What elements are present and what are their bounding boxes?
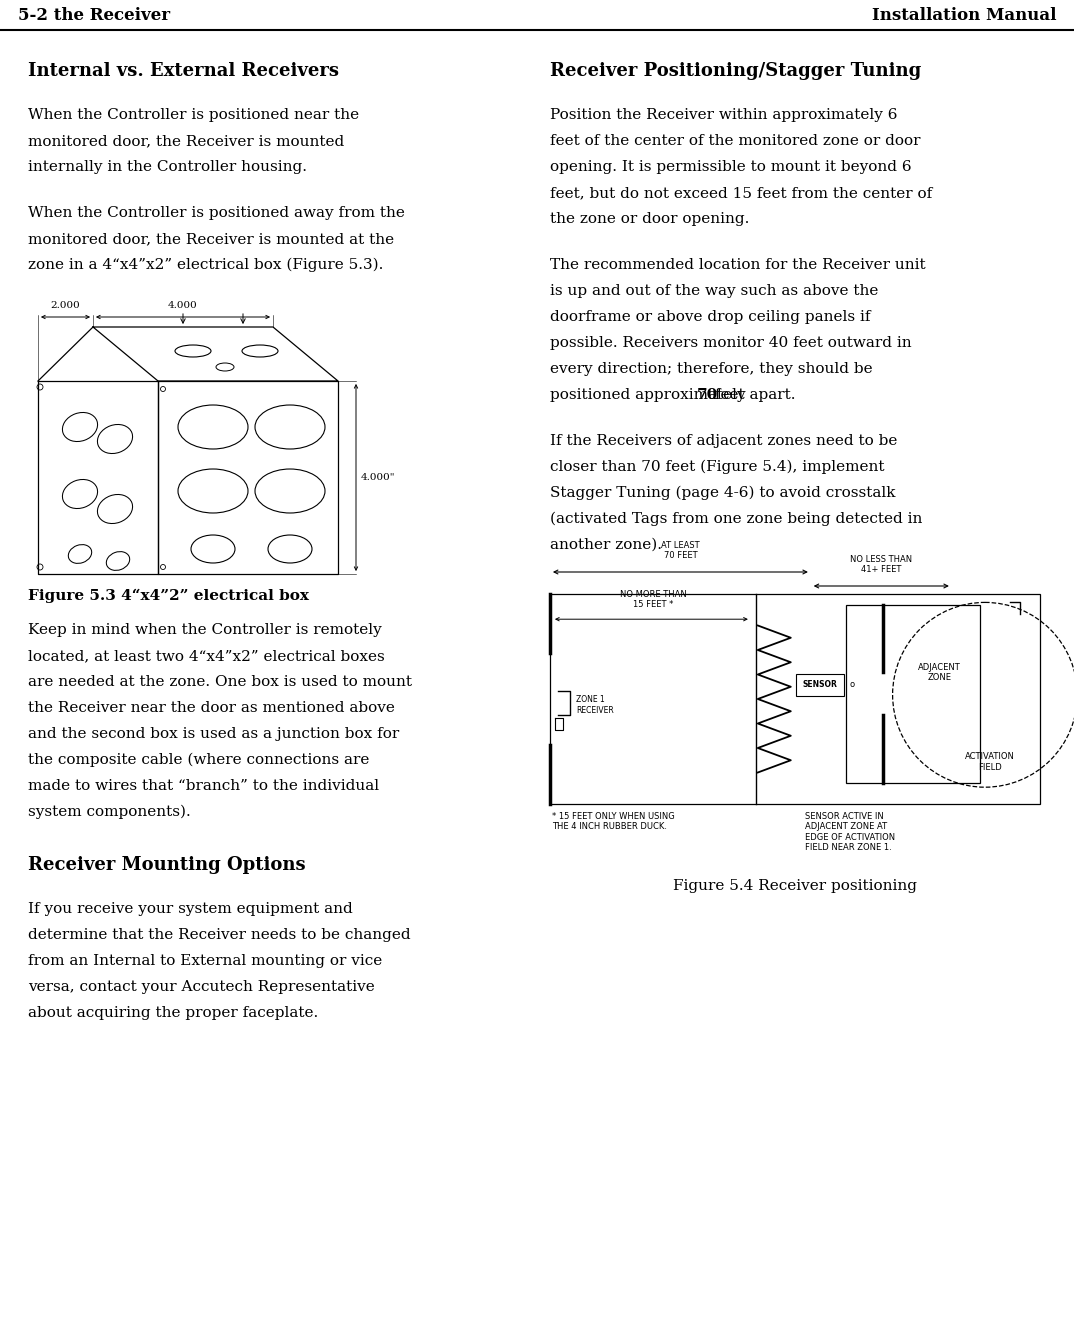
Text: Position the Receiver within approximately 6: Position the Receiver within approximate… bbox=[550, 108, 898, 122]
Text: When the Controller is positioned away from the: When the Controller is positioned away f… bbox=[28, 206, 405, 220]
Text: NO LESS THAN
41+ FEET: NO LESS THAN 41+ FEET bbox=[851, 555, 912, 574]
Text: Keep in mind when the Controller is remotely: Keep in mind when the Controller is remo… bbox=[28, 623, 381, 638]
Text: located, at least two 4“x4”x2” electrical boxes: located, at least two 4“x4”x2” electrica… bbox=[28, 650, 384, 663]
Text: monitored door, the Receiver is mounted at the: monitored door, the Receiver is mounted … bbox=[28, 232, 394, 246]
Text: 2.000: 2.000 bbox=[50, 301, 81, 310]
Text: Stagger Tuning (page 4-6) to avoid crosstalk: Stagger Tuning (page 4-6) to avoid cross… bbox=[550, 486, 896, 500]
Text: possible. Receivers monitor 40 feet outward in: possible. Receivers monitor 40 feet outw… bbox=[550, 335, 912, 350]
Text: * 15 FEET ONLY WHEN USING
THE 4 INCH RUBBER DUCK.: * 15 FEET ONLY WHEN USING THE 4 INCH RUB… bbox=[552, 812, 674, 832]
Text: the zone or door opening.: the zone or door opening. bbox=[550, 212, 750, 226]
Text: Receiver Mounting Options: Receiver Mounting Options bbox=[28, 856, 306, 874]
Text: internally in the Controller housing.: internally in the Controller housing. bbox=[28, 160, 307, 174]
Bar bbox=[846, 604, 979, 783]
Text: another zone).: another zone). bbox=[550, 538, 662, 552]
Text: feet apart.: feet apart. bbox=[710, 389, 796, 402]
Text: and the second box is used as a junction box for: and the second box is used as a junction… bbox=[28, 727, 400, 741]
Text: determine that the Receiver needs to be changed: determine that the Receiver needs to be … bbox=[28, 928, 410, 942]
Text: (activated Tags from one zone being detected in: (activated Tags from one zone being dete… bbox=[550, 512, 923, 526]
Text: system components).: system components). bbox=[28, 805, 191, 820]
Text: NO MORE THAN
15 FEET *: NO MORE THAN 15 FEET * bbox=[620, 590, 686, 610]
Text: from an Internal to External mounting or vice: from an Internal to External mounting or… bbox=[28, 954, 382, 968]
Text: Figure 5.4 Receiver positioning: Figure 5.4 Receiver positioning bbox=[673, 878, 917, 893]
Text: SENSOR ACTIVE IN
ADJACENT ZONE AT
EDGE OF ACTIVATION
FIELD NEAR ZONE 1.: SENSOR ACTIVE IN ADJACENT ZONE AT EDGE O… bbox=[804, 812, 895, 852]
Text: 70: 70 bbox=[696, 389, 717, 402]
Bar bbox=[550, 594, 1040, 804]
Text: When the Controller is positioned near the: When the Controller is positioned near t… bbox=[28, 108, 359, 122]
Text: ADJACENT
ZONE: ADJACENT ZONE bbox=[918, 663, 961, 681]
Text: doorframe or above drop ceiling panels if: doorframe or above drop ceiling panels i… bbox=[550, 310, 871, 323]
Text: is up and out of the way such as above the: is up and out of the way such as above t… bbox=[550, 284, 879, 298]
Text: about acquiring the proper faceplate.: about acquiring the proper faceplate. bbox=[28, 1006, 318, 1020]
Text: 4.000: 4.000 bbox=[169, 301, 198, 310]
Text: If the Receivers of adjacent zones need to be: If the Receivers of adjacent zones need … bbox=[550, 434, 898, 449]
Text: closer than 70 feet (Figure 5.4), implement: closer than 70 feet (Figure 5.4), implem… bbox=[550, 461, 885, 474]
Bar bbox=[796, 673, 844, 696]
Text: 4.000": 4.000" bbox=[361, 473, 395, 482]
Text: Receiver Positioning/Stagger Tuning: Receiver Positioning/Stagger Tuning bbox=[550, 63, 921, 80]
Text: ZONE 1
RECEIVER: ZONE 1 RECEIVER bbox=[576, 695, 613, 715]
Text: are needed at the zone. One box is used to mount: are needed at the zone. One box is used … bbox=[28, 675, 412, 689]
Text: the Receiver near the door as mentioned above: the Receiver near the door as mentioned … bbox=[28, 701, 395, 715]
Text: opening. It is permissible to mount it beyond 6: opening. It is permissible to mount it b… bbox=[550, 160, 912, 174]
Text: 5-2 the Receiver: 5-2 the Receiver bbox=[18, 7, 170, 24]
Text: positioned approximately: positioned approximately bbox=[550, 389, 751, 402]
Text: monitored door, the Receiver is mounted: monitored door, the Receiver is mounted bbox=[28, 134, 345, 148]
Text: feet of the center of the monitored zone or door: feet of the center of the monitored zone… bbox=[550, 134, 920, 148]
Text: Internal vs. External Receivers: Internal vs. External Receivers bbox=[28, 63, 339, 80]
Text: versa, contact your Accutech Representative: versa, contact your Accutech Representat… bbox=[28, 980, 375, 994]
Text: made to wires that “branch” to the individual: made to wires that “branch” to the indiv… bbox=[28, 779, 379, 793]
Text: The recommended location for the Receiver unit: The recommended location for the Receive… bbox=[550, 258, 926, 272]
Text: ACTIVATION
FIELD: ACTIVATION FIELD bbox=[966, 752, 1015, 772]
Text: every direction; therefore, they should be: every direction; therefore, they should … bbox=[550, 362, 872, 375]
Text: feet, but do not exceed 15 feet from the center of: feet, but do not exceed 15 feet from the… bbox=[550, 186, 932, 200]
Text: AT LEAST
70 FEET: AT LEAST 70 FEET bbox=[662, 540, 700, 560]
Text: zone in a 4“x4”x2” electrical box (Figure 5.3).: zone in a 4“x4”x2” electrical box (Figur… bbox=[28, 258, 383, 273]
Text: Installation Manual: Installation Manual bbox=[871, 7, 1056, 24]
Text: If you receive your system equipment and: If you receive your system equipment and bbox=[28, 902, 352, 916]
Text: o: o bbox=[850, 680, 854, 689]
Text: Figure 5.3 4“x4”2” electrical box: Figure 5.3 4“x4”2” electrical box bbox=[28, 590, 309, 603]
Text: SENSOR: SENSOR bbox=[802, 680, 838, 689]
Text: the composite cable (where connections are: the composite cable (where connections a… bbox=[28, 753, 369, 768]
